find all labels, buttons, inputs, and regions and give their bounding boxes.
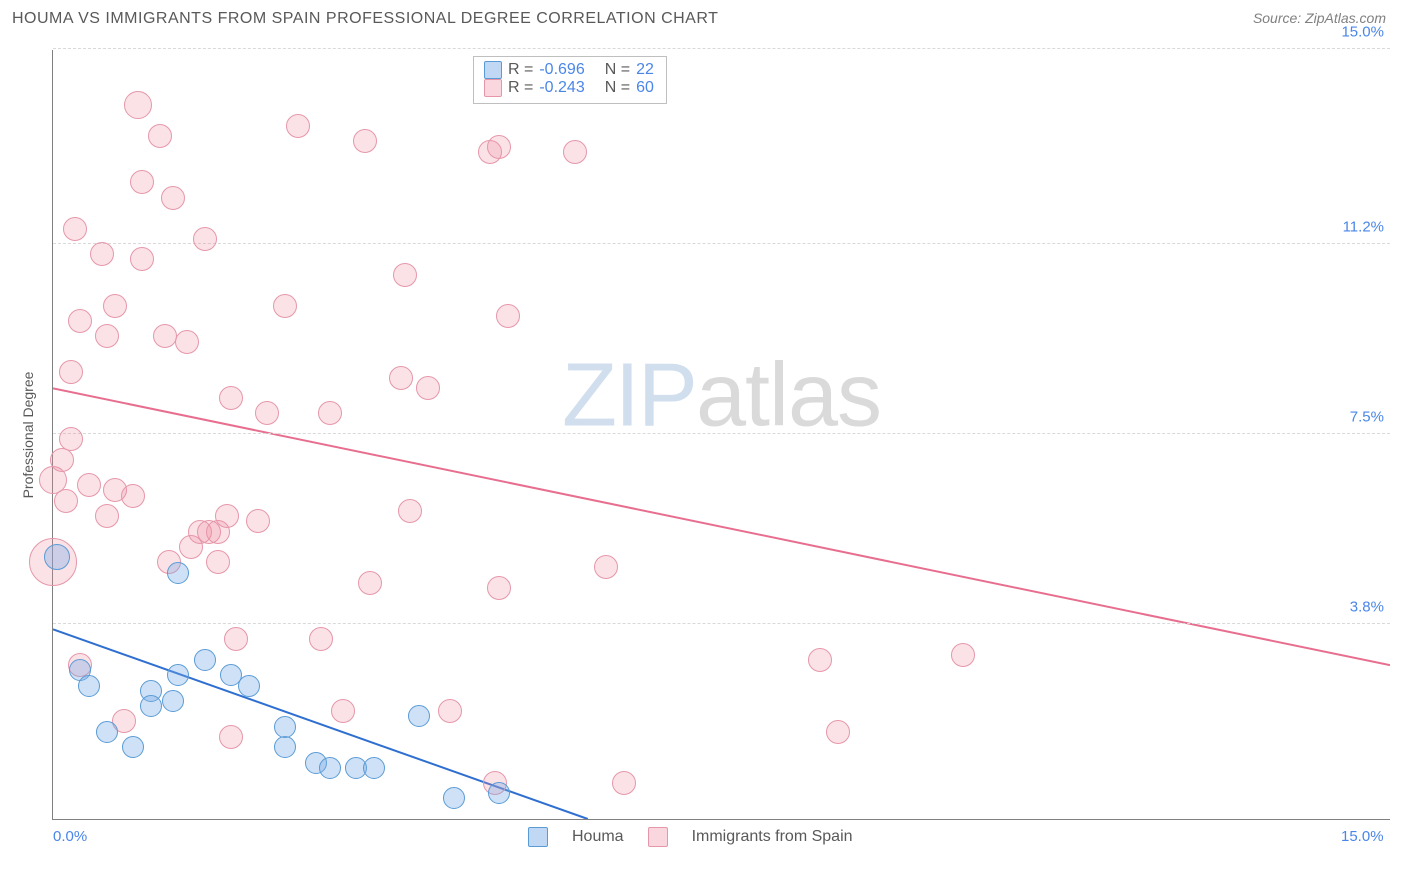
data-point-pink: [153, 324, 177, 348]
data-point-pink: [219, 386, 243, 410]
data-point-blue: [167, 664, 189, 686]
data-point-blue: [363, 757, 385, 779]
swatch-blue: [528, 827, 548, 847]
data-point-blue: [140, 695, 162, 717]
data-point-pink: [496, 304, 520, 328]
series-legend: Houma Immigrants from Spain: [528, 827, 853, 847]
data-point-pink: [59, 427, 83, 451]
legend-label-spain: Immigrants from Spain: [692, 828, 853, 846]
legend-row-spain: R = -0.243 N = 60: [484, 79, 654, 97]
data-point-pink: [161, 186, 185, 210]
y-tick-label: 15.0%: [1341, 24, 1384, 41]
data-point-pink: [398, 499, 422, 523]
legend-row-houma: R = -0.696 N = 22: [484, 61, 654, 79]
data-point-pink: [130, 247, 154, 271]
data-point-pink: [54, 489, 78, 513]
data-point-pink: [95, 504, 119, 528]
swatch-blue: [484, 61, 502, 79]
data-point-blue: [274, 716, 296, 738]
data-point-pink: [224, 627, 248, 651]
data-point-pink: [393, 263, 417, 287]
data-point-blue: [96, 721, 118, 743]
data-point-blue: [488, 782, 510, 804]
y-tick-label: 3.8%: [1350, 598, 1384, 615]
data-point-pink: [215, 504, 239, 528]
data-point-pink: [273, 294, 297, 318]
data-point-pink: [808, 648, 832, 672]
data-point-pink: [193, 227, 217, 251]
data-point-pink: [148, 124, 172, 148]
data-point-pink: [309, 627, 333, 651]
data-point-pink: [826, 720, 850, 744]
data-point-blue: [44, 544, 70, 570]
data-point-pink: [563, 140, 587, 164]
data-point-pink: [68, 309, 92, 333]
data-point-pink: [206, 550, 230, 574]
y-axis-label: Professional Degree: [20, 372, 36, 499]
y-tick-label: 11.2%: [1343, 219, 1384, 236]
trendlines-svg: [53, 50, 1390, 819]
data-point-pink: [95, 324, 119, 348]
data-point-pink: [331, 699, 355, 723]
data-point-pink: [246, 509, 270, 533]
data-point-pink: [130, 170, 154, 194]
x-tick-label: 15.0%: [1341, 828, 1384, 845]
data-point-blue: [122, 736, 144, 758]
y-tick-label: 7.5%: [1350, 409, 1384, 426]
data-point-pink: [487, 576, 511, 600]
data-point-pink: [358, 571, 382, 595]
data-point-blue: [167, 562, 189, 584]
data-point-pink: [255, 401, 279, 425]
legend-label-houma: Houma: [572, 828, 624, 846]
data-point-blue: [78, 675, 100, 697]
data-point-pink: [90, 242, 114, 266]
data-point-blue: [443, 787, 465, 809]
data-point-pink: [219, 725, 243, 749]
data-point-pink: [612, 771, 636, 795]
data-point-pink: [59, 360, 83, 384]
data-point-pink: [389, 366, 413, 390]
x-tick-label: 0.0%: [53, 828, 87, 845]
data-point-blue: [194, 649, 216, 671]
chart-title: HOUMA VS IMMIGRANTS FROM SPAIN PROFESSIO…: [12, 10, 718, 28]
data-point-blue: [162, 690, 184, 712]
data-point-pink: [438, 699, 462, 723]
grid-line: [53, 433, 1390, 434]
grid-line: [53, 623, 1390, 624]
data-point-blue: [408, 705, 430, 727]
data-point-pink: [487, 135, 511, 159]
data-point-pink: [353, 129, 377, 153]
data-point-pink: [318, 401, 342, 425]
data-point-blue: [274, 736, 296, 758]
correlation-legend: R = -0.696 N = 22 R = -0.243 N = 60: [473, 56, 667, 104]
swatch-pink: [484, 79, 502, 97]
chart-area: Professional Degree ZIPatlas R = -0.696 …: [40, 50, 1390, 820]
data-point-pink: [951, 643, 975, 667]
plot-region: ZIPatlas R = -0.696 N = 22 R = -0.243 N …: [52, 50, 1390, 820]
data-point-pink: [63, 217, 87, 241]
data-point-blue: [319, 757, 341, 779]
data-point-pink: [50, 448, 74, 472]
chart-header: HOUMA VS IMMIGRANTS FROM SPAIN PROFESSIO…: [0, 0, 1406, 28]
data-point-pink: [77, 473, 101, 497]
data-point-pink: [124, 91, 152, 119]
swatch-pink: [648, 827, 668, 847]
grid-line: [53, 48, 1390, 49]
data-point-pink: [416, 376, 440, 400]
data-point-pink: [121, 484, 145, 508]
data-point-pink: [286, 114, 310, 138]
data-point-blue: [238, 675, 260, 697]
grid-line: [53, 243, 1390, 244]
data-point-pink: [175, 330, 199, 354]
data-point-pink: [594, 555, 618, 579]
data-point-pink: [103, 294, 127, 318]
